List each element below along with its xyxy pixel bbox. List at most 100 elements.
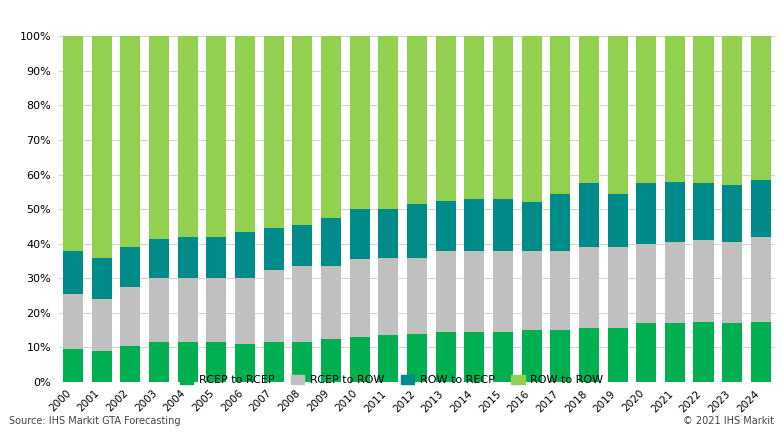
Bar	[493, 332, 513, 382]
Bar	[321, 266, 341, 339]
Bar	[521, 36, 542, 202]
Bar	[121, 287, 140, 346]
Bar	[579, 329, 599, 382]
Bar	[378, 209, 399, 257]
Bar	[206, 342, 226, 382]
Bar	[321, 36, 341, 218]
Bar	[722, 36, 742, 185]
Bar	[751, 36, 771, 180]
Bar	[550, 36, 570, 194]
Bar	[550, 251, 570, 330]
Text: Share of RCEP partner countries in global exports value (in %): Share of RCEP partner countries in globa…	[9, 10, 525, 25]
Bar	[121, 247, 140, 287]
Bar	[264, 270, 283, 342]
Bar	[579, 183, 599, 247]
Bar	[92, 299, 112, 351]
Bar	[636, 183, 656, 244]
Bar	[493, 199, 513, 251]
Bar	[121, 346, 140, 382]
Bar	[464, 36, 485, 199]
Bar	[636, 244, 656, 323]
Bar	[121, 36, 140, 247]
Bar	[264, 342, 283, 382]
Bar	[206, 36, 226, 237]
Bar	[407, 204, 427, 257]
Bar	[349, 36, 370, 209]
Bar	[608, 247, 628, 329]
Bar	[292, 36, 312, 225]
Bar	[235, 36, 255, 232]
Bar	[608, 329, 628, 382]
Bar	[92, 257, 112, 299]
Bar	[550, 330, 570, 382]
Bar	[464, 199, 485, 251]
Bar	[579, 247, 599, 329]
Bar	[694, 36, 713, 183]
Bar	[521, 330, 542, 382]
Bar	[521, 251, 542, 330]
Bar	[206, 278, 226, 342]
Bar	[92, 36, 112, 257]
Bar	[321, 218, 341, 266]
Bar	[435, 201, 456, 251]
Bar	[407, 257, 427, 334]
Bar	[292, 342, 312, 382]
Legend: RCEP to RCEP, RCEP to ROW, ROW to RECP, ROW to ROW: RCEP to RCEP, RCEP to ROW, ROW to RECP, …	[175, 370, 608, 389]
Bar	[63, 294, 83, 349]
Bar	[149, 278, 169, 342]
Bar	[178, 342, 198, 382]
Bar	[550, 194, 570, 251]
Bar	[751, 180, 771, 237]
Bar	[407, 36, 427, 204]
Bar	[149, 239, 169, 278]
Bar	[178, 36, 198, 237]
Text: © 2021 IHS Markit: © 2021 IHS Markit	[683, 416, 774, 426]
Bar	[521, 202, 542, 251]
Bar	[349, 337, 370, 382]
Bar	[349, 259, 370, 337]
Bar	[178, 278, 198, 342]
Bar	[178, 237, 198, 278]
Bar	[235, 344, 255, 382]
Bar	[665, 36, 685, 181]
Bar	[321, 339, 341, 382]
Bar	[694, 322, 713, 382]
Bar	[694, 183, 713, 240]
Bar	[292, 266, 312, 342]
Bar	[493, 251, 513, 332]
Bar	[464, 251, 485, 332]
Bar	[378, 335, 399, 382]
Bar	[63, 251, 83, 294]
Bar	[722, 185, 742, 242]
Bar	[378, 257, 399, 335]
Bar	[264, 36, 283, 228]
Bar	[722, 323, 742, 382]
Bar	[435, 251, 456, 332]
Bar	[149, 342, 169, 382]
Bar	[235, 278, 255, 344]
Bar	[493, 36, 513, 199]
Bar	[349, 209, 370, 259]
Bar	[665, 323, 685, 382]
Bar	[665, 181, 685, 242]
Bar	[636, 36, 656, 183]
Bar	[206, 237, 226, 278]
Bar	[608, 194, 628, 247]
Bar	[751, 237, 771, 322]
Bar	[608, 36, 628, 194]
Bar	[751, 322, 771, 382]
Bar	[292, 225, 312, 266]
Bar	[63, 349, 83, 382]
Bar	[464, 332, 485, 382]
Bar	[63, 36, 83, 251]
Bar	[407, 334, 427, 382]
Bar	[579, 36, 599, 183]
Bar	[636, 323, 656, 382]
Bar	[378, 36, 399, 209]
Bar	[435, 332, 456, 382]
Bar	[665, 242, 685, 323]
Bar	[264, 228, 283, 270]
Bar	[694, 240, 713, 322]
Text: Source: IHS Markit GTA Forecasting: Source: IHS Markit GTA Forecasting	[9, 416, 181, 426]
Bar	[435, 36, 456, 201]
